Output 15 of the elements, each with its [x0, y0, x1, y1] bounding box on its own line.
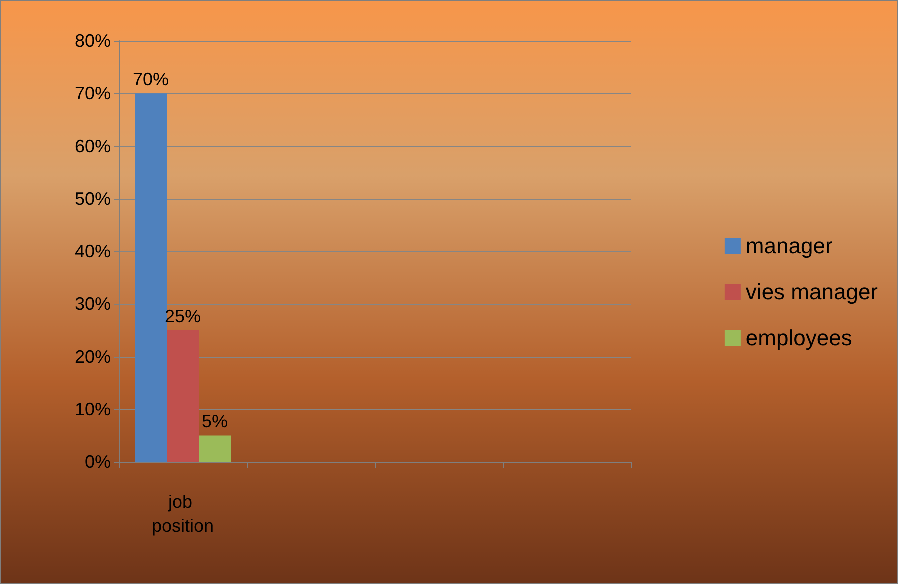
y-tick-label: 0% [84, 452, 111, 472]
data-label: 5% [202, 412, 228, 432]
data-label: 70% [132, 70, 170, 90]
y-tick-label: 20% [74, 346, 111, 367]
y-tick-label: 60% [74, 136, 111, 156]
y-tick-label: 50% [74, 188, 111, 209]
legend-label: vies manager [746, 280, 878, 304]
y-tick-label: 80% [74, 31, 111, 51]
y-tick-label: 40% [74, 242, 111, 262]
legend-label: employees [746, 326, 852, 350]
x-tick-label: job position [152, 492, 214, 536]
y-tick-label: 10% [74, 399, 111, 420]
y-tick-label: 30% [74, 294, 111, 314]
y-tick-label: 70% [74, 84, 111, 104]
legend-label: manager [746, 234, 833, 258]
